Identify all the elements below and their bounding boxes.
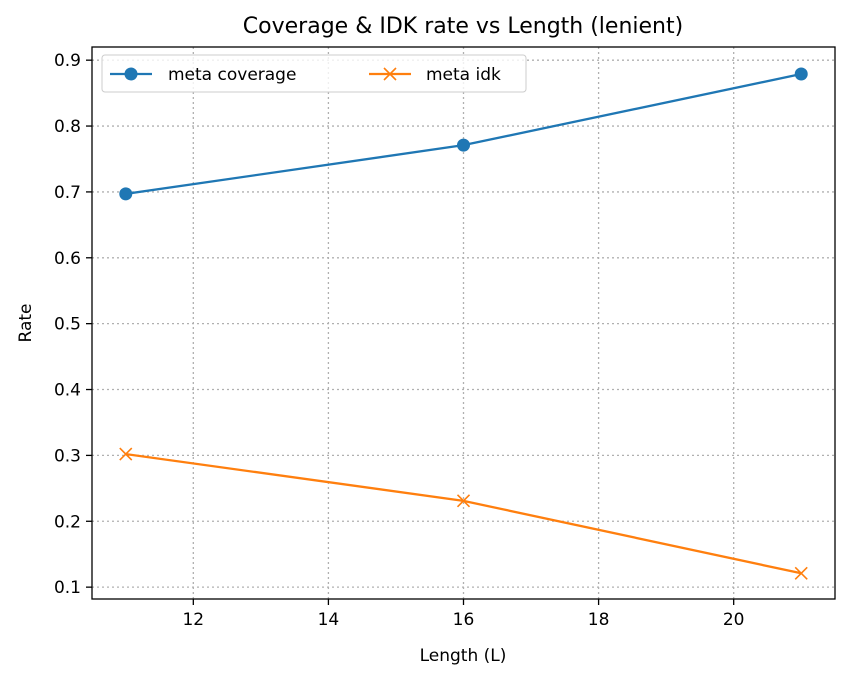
data-point-meta-idk-0: [119, 447, 133, 461]
y-tick-label-0-6: 0.6: [54, 249, 81, 269]
y-tick-label-0-9: 0.9: [54, 51, 81, 71]
legend-box: [101, 54, 527, 93]
x-axis-label: Length (L): [420, 646, 507, 666]
chart-title: Coverage & IDK rate vs Length (lenient): [243, 14, 683, 39]
x-tick-label-14: 14: [318, 610, 340, 630]
grid: [92, 47, 835, 599]
y-axis-ticks: 0.1 0.2 0.3 0.4 0.5 0.6 0.7 0.8 0.9: [54, 51, 92, 598]
legend-marker-meta-idk: [383, 67, 397, 81]
data-point-meta-idk-1: [456, 494, 471, 508]
x-tick-label-16: 16: [453, 610, 475, 630]
series-layer: [119, 67, 808, 580]
legend-marker-meta-coverage: [124, 67, 138, 81]
y-tick-label-0-5: 0.5: [54, 315, 81, 335]
y-tick-label-0-3: 0.3: [54, 446, 81, 466]
y-axis-label: Rate: [16, 304, 36, 343]
legend: meta coverage meta idk: [101, 54, 527, 93]
y-tick-label-0-4: 0.4: [54, 381, 81, 401]
x-tick-label-18: 18: [588, 610, 610, 630]
legend-label-meta-idk: meta idk: [426, 65, 501, 85]
x-tick-label-20: 20: [723, 610, 745, 630]
x-tick-label-12: 12: [182, 610, 204, 630]
data-point-meta-coverage-2: [794, 67, 808, 81]
y-tick-label-0-8: 0.8: [54, 117, 81, 137]
data-point-meta-coverage-0: [119, 187, 133, 201]
data-point-meta-idk-2: [794, 566, 808, 580]
legend-label-meta-coverage: meta coverage: [168, 65, 296, 85]
y-tick-label-0-1: 0.1: [54, 578, 81, 598]
y-tick-label-0-2: 0.2: [54, 512, 81, 532]
x-axis-ticks: 12 14 16 18 20: [182, 599, 745, 630]
y-tick-label-0-7: 0.7: [54, 183, 81, 203]
data-point-meta-coverage-1: [457, 138, 470, 152]
